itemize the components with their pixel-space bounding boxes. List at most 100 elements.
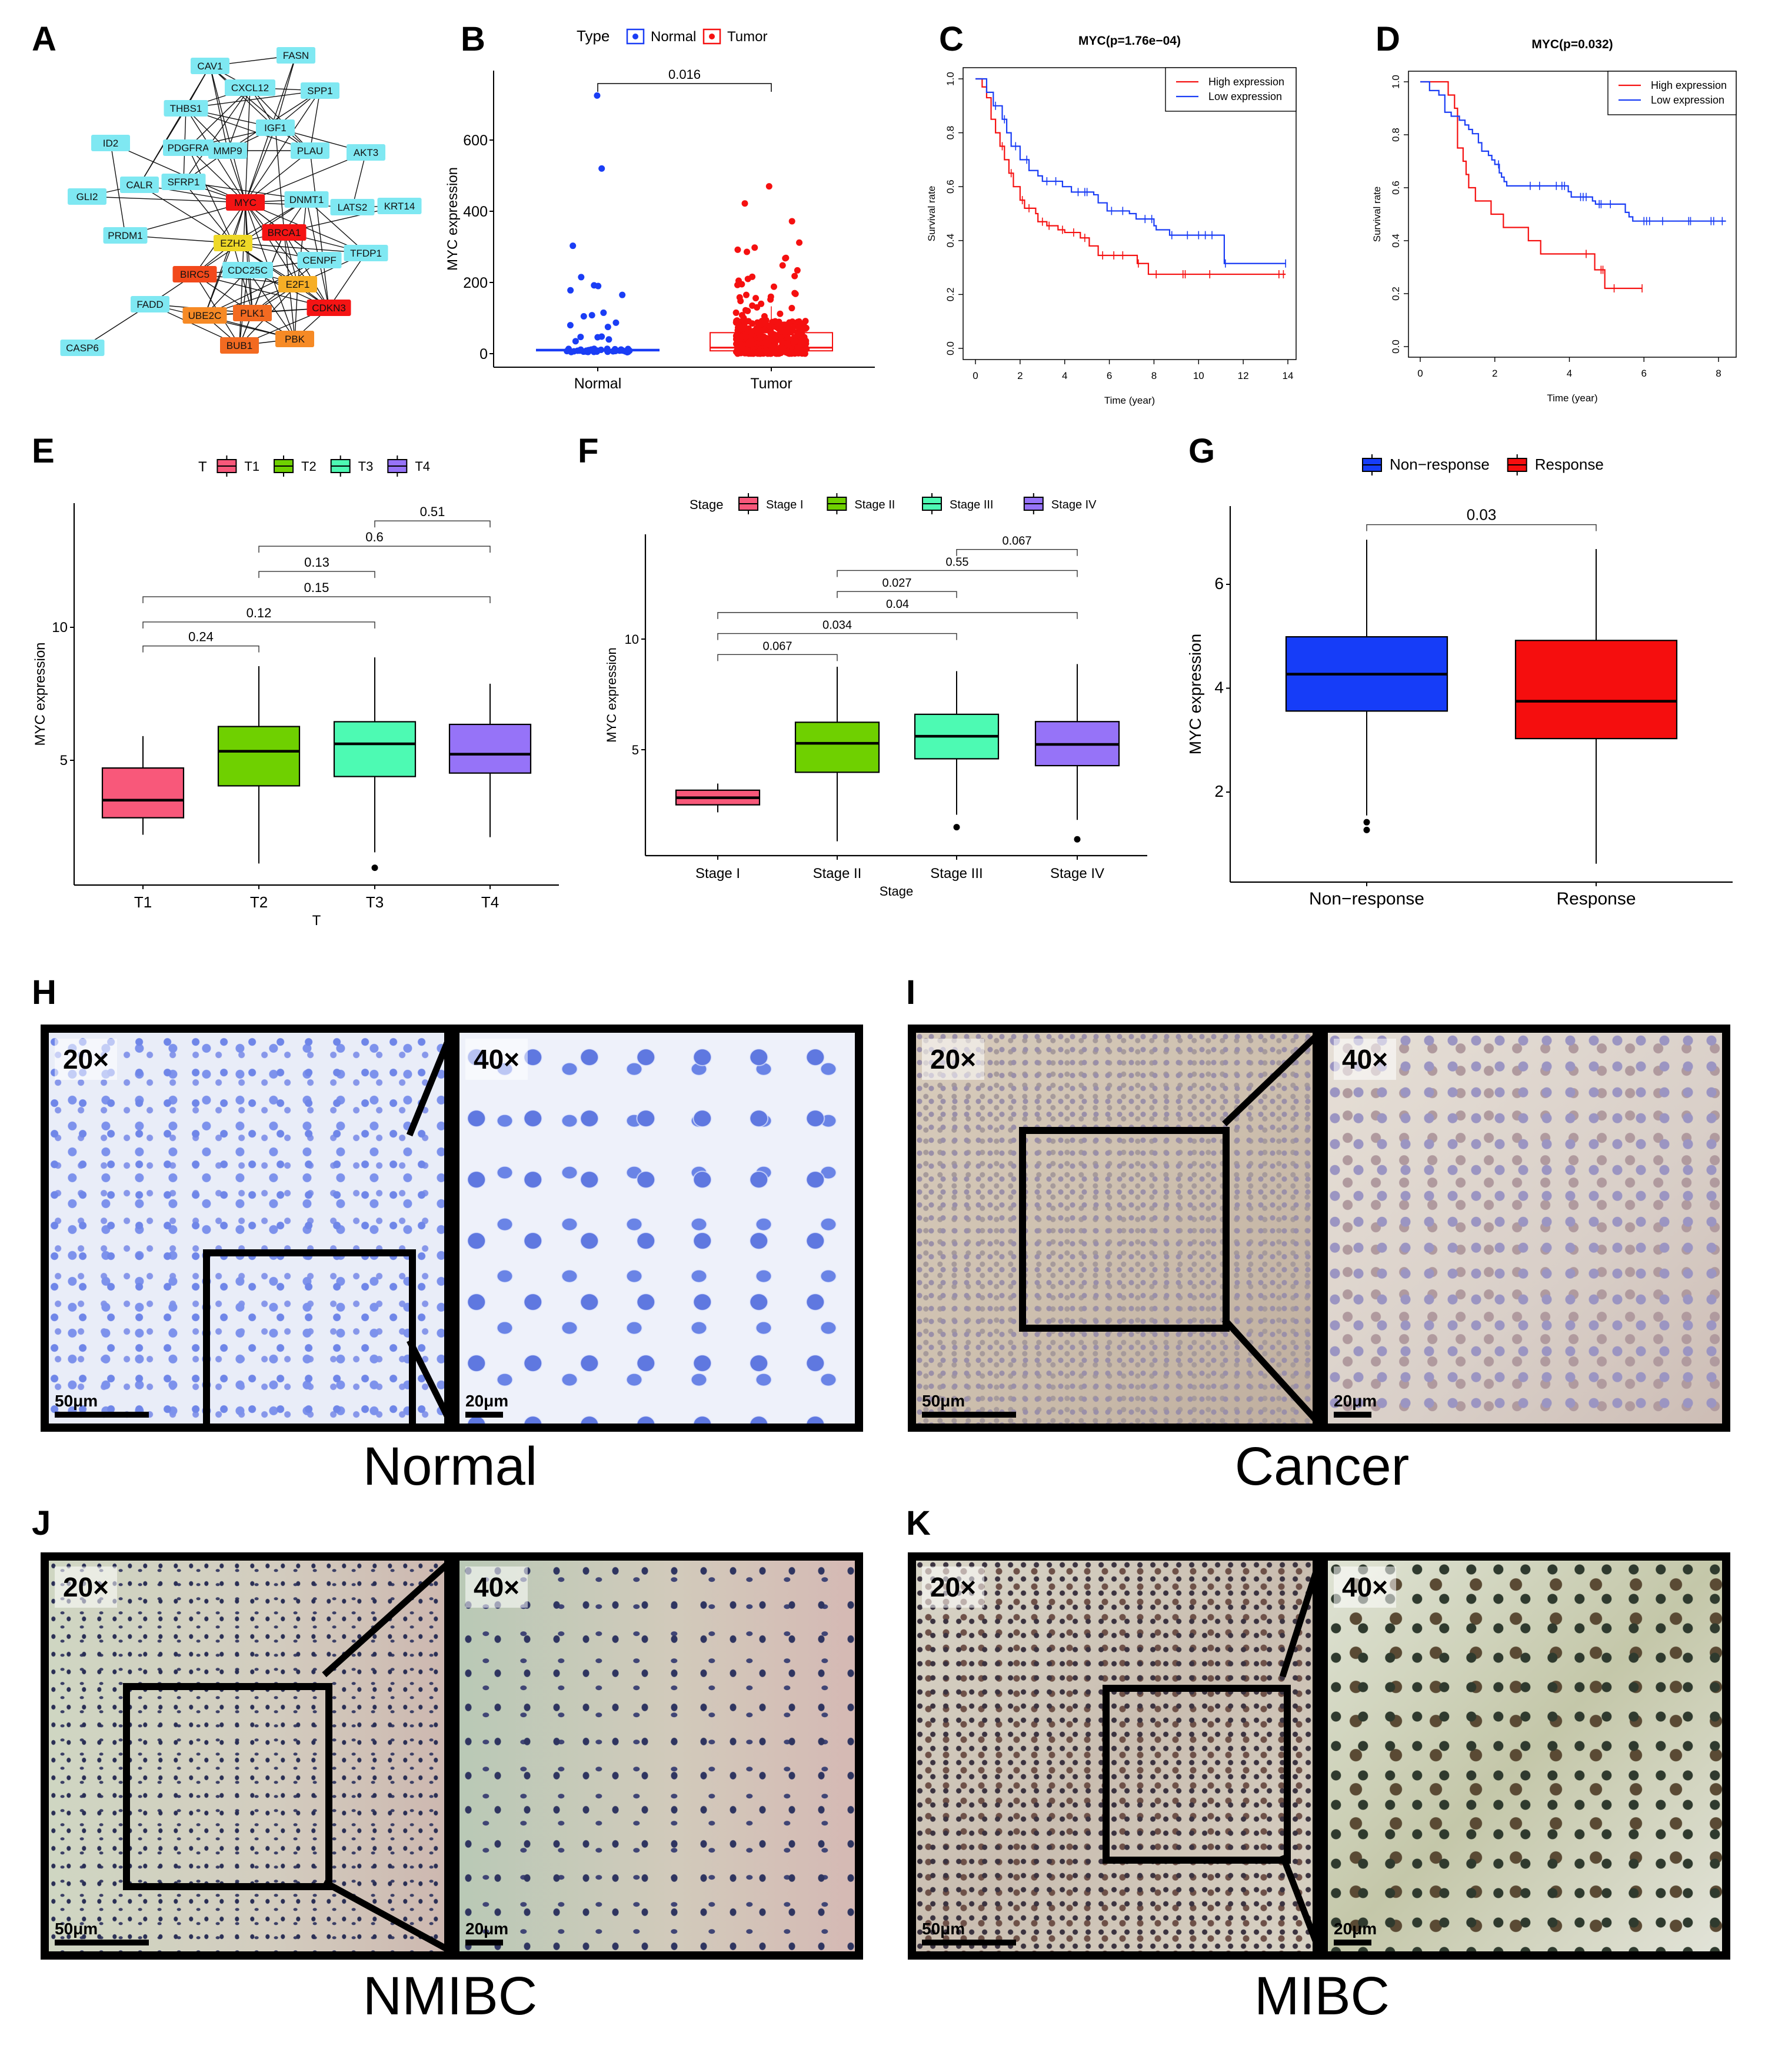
node-box (278, 276, 317, 292)
node-label: FADD (136, 299, 163, 310)
chart-d-survival: MYC(p=0.032) 0 2 4 6 8 0.0 0.2 0.4 0.6 0.8 1.0 Time … (1371, 38, 1737, 404)
data-point-normal (619, 291, 626, 298)
network-edge (227, 150, 246, 203)
data-point-normal (588, 312, 595, 319)
legend-title: Stage (690, 497, 724, 512)
y-axis-label: MYC expression (1186, 634, 1204, 754)
y-tick-label: 0.6 (945, 179, 956, 194)
data-point-normal (571, 348, 578, 355)
magnification-label: 20× (922, 1039, 985, 1080)
node-label: IGF1 (264, 122, 287, 134)
y-tick-label: 10 (52, 620, 68, 636)
data-point-tumor (734, 246, 741, 253)
y-axis-label: MYC expression (604, 647, 619, 742)
data-point-tumor (744, 275, 751, 282)
scale-bar: 20μm (465, 1920, 508, 1945)
y-tick-label: 0.4 (1390, 234, 1401, 248)
data-point-tumor (792, 338, 799, 345)
scale-bar: 50μm (922, 1392, 1016, 1418)
node-box (347, 144, 385, 161)
significance-bracket (258, 571, 375, 578)
node-box (377, 198, 422, 214)
significance-bracket (142, 645, 259, 653)
y-tick-label: 4 (1214, 679, 1224, 697)
km-curve-high (975, 78, 1286, 275)
x-tick-label: T1 (134, 893, 152, 911)
data-point-normal (610, 348, 617, 355)
significance-bracket (258, 546, 491, 553)
p-value-label: 0.6 (365, 530, 384, 544)
scale-bar: 20μm (465, 1392, 508, 1418)
node-label: GLI2 (76, 191, 98, 202)
data-point-tumor (779, 262, 786, 269)
network-edge (204, 202, 246, 316)
data-point-tumor (795, 344, 802, 351)
node-label: SFRP1 (168, 177, 200, 188)
network-node-dnmt1: DNMT1 (284, 191, 329, 208)
x-tick-label: Normal (574, 375, 622, 392)
node-label: CENPF (302, 255, 337, 266)
network-edge (245, 202, 298, 285)
y-tick-label: 10 (625, 632, 639, 647)
data-point-normal (603, 347, 610, 354)
data-point-normal (605, 336, 612, 343)
network-edge (284, 232, 298, 285)
network-node-ube2c: UBE2C (182, 307, 227, 324)
y-tick-label: 600 (463, 132, 488, 149)
magnification-label: 40× (1334, 1567, 1397, 1608)
scale-bar: 20μm (1334, 1392, 1377, 1418)
network-edge (188, 147, 246, 203)
node-box (208, 142, 247, 159)
legend-label: Stage I (766, 498, 803, 511)
data-point-normal (604, 324, 611, 331)
network-edge (245, 150, 311, 203)
data-point-normal (572, 338, 579, 345)
node-label: PDGFRA (168, 142, 210, 154)
network-edge (294, 284, 298, 340)
significance-bracket (1366, 524, 1597, 531)
data-point-normal (612, 319, 620, 326)
node-box (214, 235, 252, 251)
data-point-tumor (774, 348, 781, 355)
x-tick-label: T4 (481, 893, 499, 911)
network-edge (204, 260, 320, 316)
network-edge (204, 242, 234, 316)
node-label: PBK (285, 334, 305, 345)
data-point-tumor (732, 309, 740, 316)
magnification-label: 40× (465, 1567, 528, 1608)
magnification-label: 40× (465, 1039, 528, 1080)
network-edge (247, 270, 295, 340)
panel-letter-h: H (32, 973, 56, 1012)
data-point-tumor (748, 329, 755, 336)
data-point-tumor (743, 347, 750, 354)
x-axis-label: Time (year) (1547, 393, 1597, 404)
node-box (182, 307, 227, 324)
network-edge (306, 199, 367, 254)
data-point-tumor (785, 350, 792, 357)
y-tick-label: 200 (463, 275, 488, 291)
significance-bracket (142, 596, 491, 604)
node-label: KRT14 (384, 201, 415, 212)
p-value-label: 0.034 (822, 619, 852, 632)
chart-c-survival: MYC(p=1.76e−04) 0 2 4 6 8 10 12 14 0.0 0.2 0.4 0.6 0.… (926, 34, 1297, 406)
data-point-tumor (794, 319, 801, 326)
network-edge (245, 87, 251, 203)
x-axis-label: T (312, 913, 321, 929)
data-point-normal (594, 92, 601, 99)
data-point-tumor (757, 350, 764, 357)
p-value-label: 0.24 (188, 630, 214, 644)
network-node-cxcl12: CXCL12 (225, 79, 275, 96)
outlier-point (371, 864, 378, 872)
data-point-tumor (734, 349, 741, 356)
panel-letter-b: B (461, 20, 485, 58)
node-box (233, 305, 272, 321)
data-point-tumor (765, 322, 772, 329)
y-tick-label: 400 (463, 204, 488, 220)
p-value-label: 0.51 (420, 504, 445, 519)
node-label: EZH2 (220, 238, 245, 249)
y-tick-label: 0.4 (945, 234, 956, 248)
network-node-gli2: GLI2 (68, 188, 106, 205)
node-label: PLAU (297, 145, 323, 157)
data-point-tumor (741, 200, 748, 207)
node-label: LATS2 (338, 202, 368, 213)
